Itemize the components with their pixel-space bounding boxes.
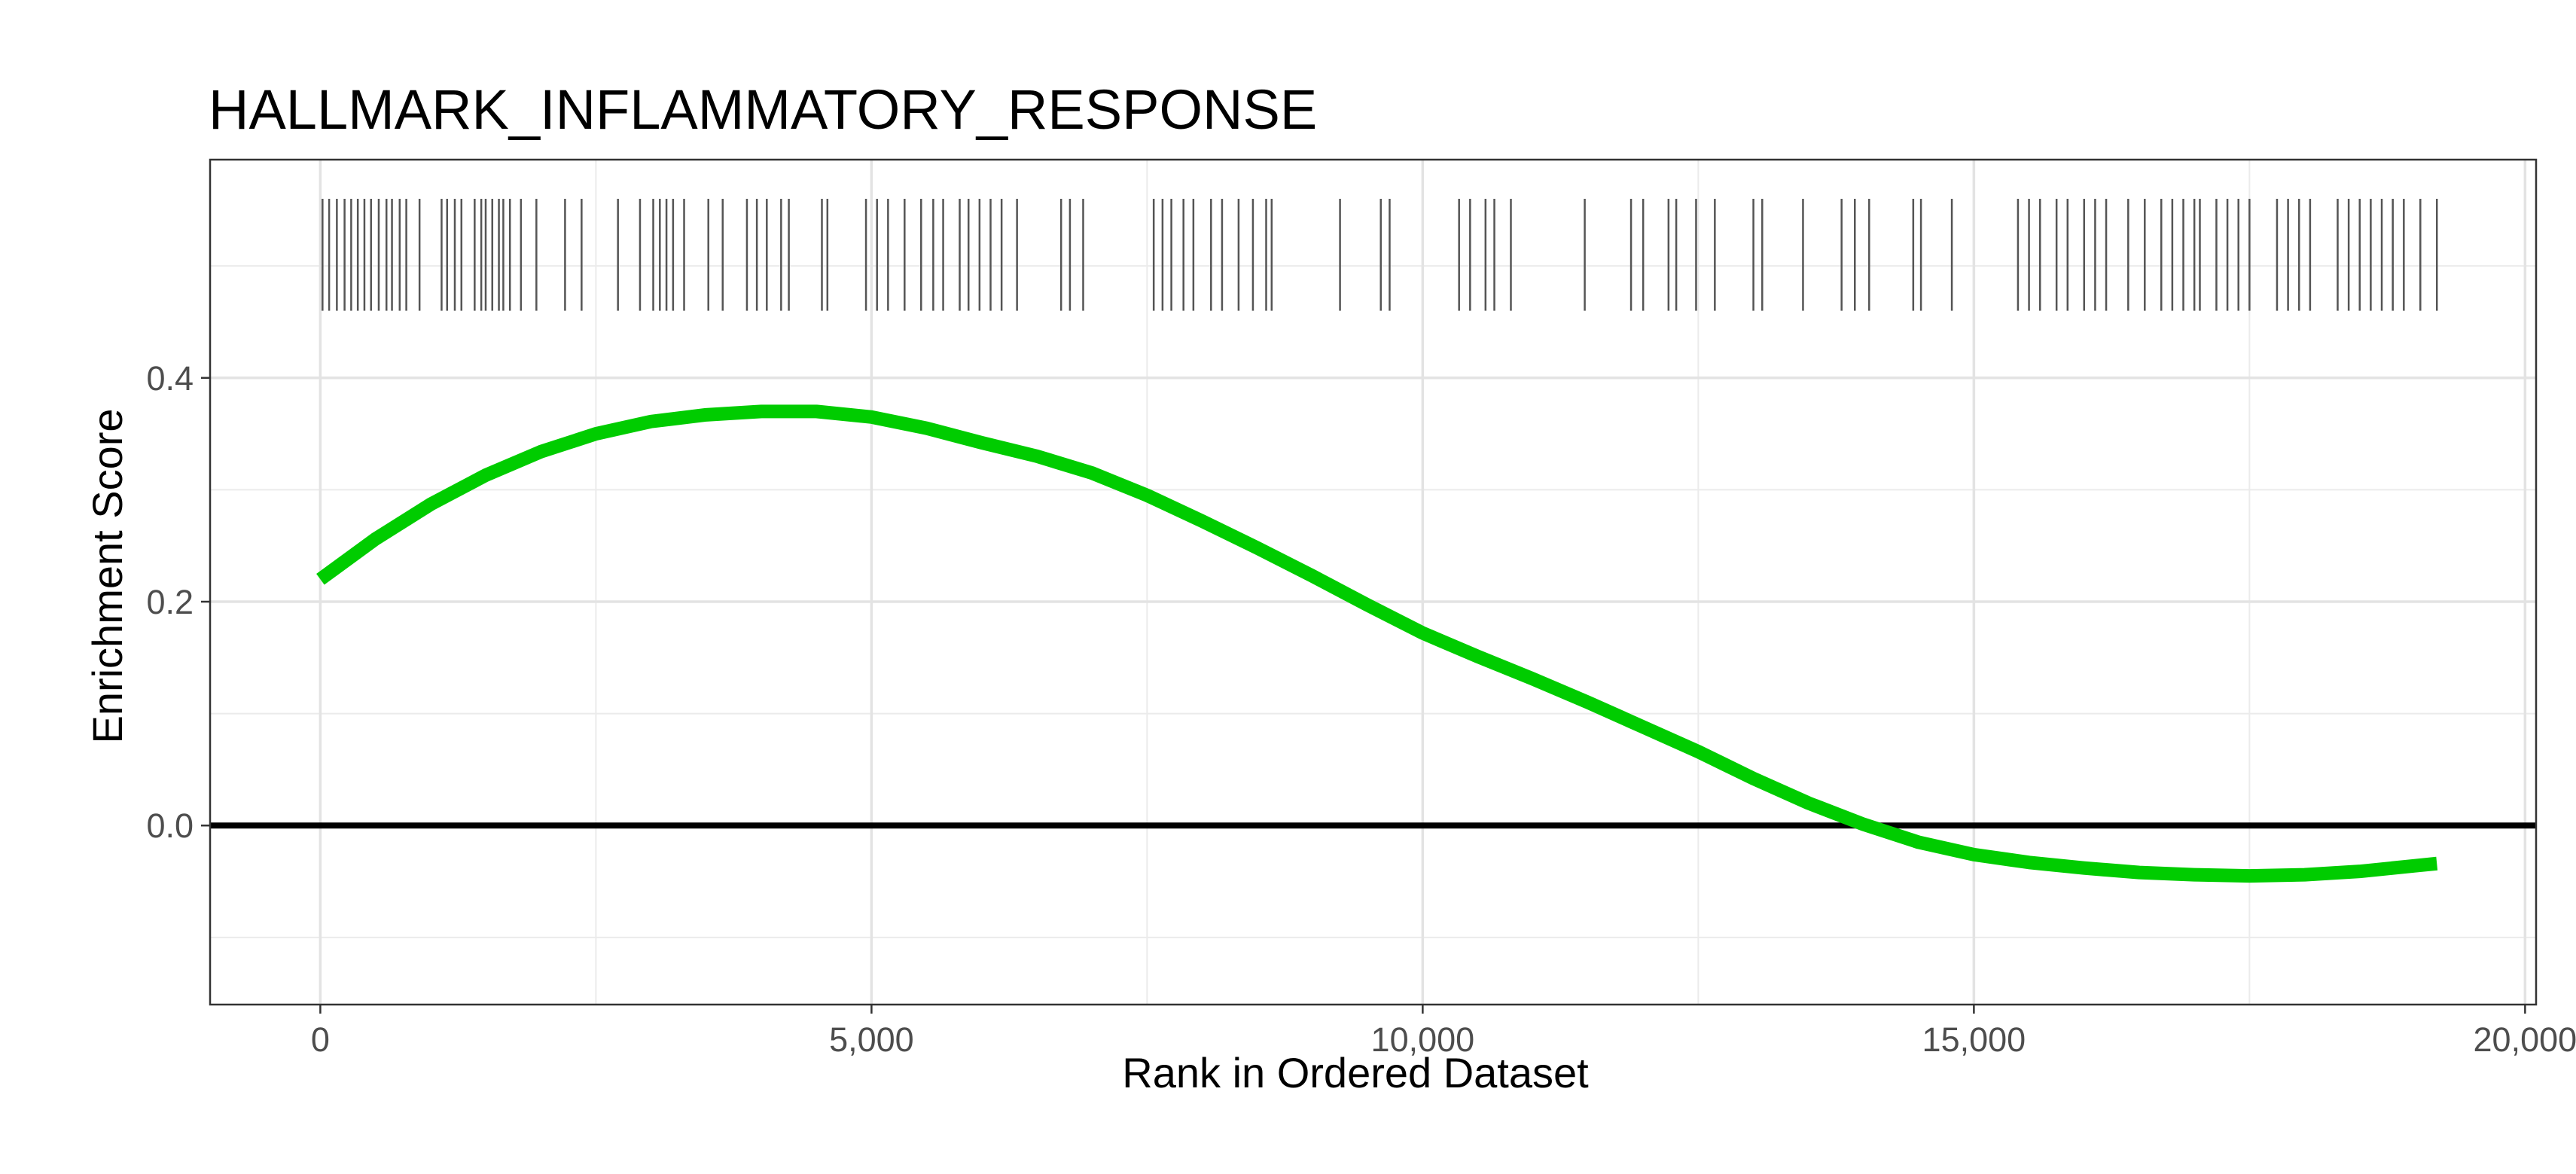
x-axis-title: Rank in Ordered Dataset [1122, 1049, 1589, 1096]
y-tick-label: 0.0 [146, 807, 194, 845]
x-tick-label: 20,000 [2474, 1020, 2576, 1059]
minor-gridlines [210, 160, 2536, 1005]
x-tick-label: 5,000 [829, 1020, 914, 1059]
x-tick-label: 10,000 [1371, 1020, 1475, 1059]
enrichment-score-curve [316, 404, 2438, 883]
y-axis-title: Enrichment Score [84, 408, 131, 743]
chart-title: HALLMARK_INFLAMMATORY_RESPONSE [209, 78, 1317, 141]
x-tick-label: 0 [311, 1020, 330, 1059]
gene-hit-ticks [322, 199, 2438, 311]
y-tick-label: 0.4 [146, 359, 194, 398]
x-tick-label: 15,000 [1922, 1020, 2026, 1059]
y-axis: 0.0 0.2 0.4 [146, 359, 210, 845]
y-tick-label: 0.2 [146, 583, 194, 621]
x-axis: 0 5,000 10,000 15,000 20,000 [311, 1005, 2576, 1059]
plot-panel-border [209, 158, 2538, 1006]
